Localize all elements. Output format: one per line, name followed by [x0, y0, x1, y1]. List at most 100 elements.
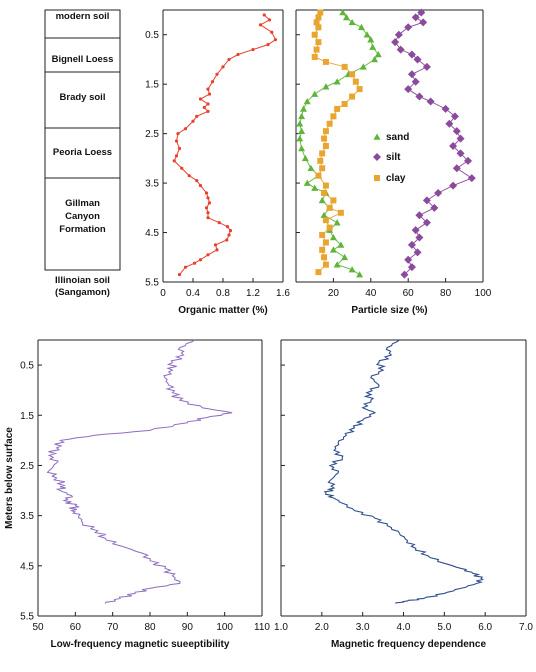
sand-point [322, 83, 330, 90]
sand-point [348, 266, 356, 273]
sand-point [298, 144, 306, 152]
silt-point [413, 248, 422, 257]
silt-point [415, 233, 424, 242]
organic-matter-point [221, 65, 225, 69]
sand-point [359, 63, 367, 70]
organic-matter-point [176, 132, 180, 136]
organic-matter-point [191, 119, 195, 123]
organic-y-tick-label: 3.5 [145, 179, 159, 190]
clay-point [322, 261, 329, 268]
silt-point [407, 240, 416, 249]
clay-point [315, 14, 322, 21]
organic-matter-point [204, 191, 209, 195]
sand-point [296, 120, 304, 127]
frequency-x-tick-label: 1.0 [274, 622, 288, 633]
strat-unit-label: Formation [59, 224, 106, 235]
organic-matter-point [195, 179, 199, 183]
silt-point [415, 92, 424, 101]
silt-point [417, 8, 426, 17]
strat-unit-label: Canyon [65, 211, 100, 222]
sand-point [329, 233, 337, 241]
organic-matter-point [228, 228, 233, 233]
sand-point [371, 55, 379, 63]
organic-matter-point [215, 248, 219, 252]
sand-point [333, 261, 341, 268]
organic-matter-point [262, 13, 266, 17]
organic-y-tick-label: 4.5 [145, 228, 159, 239]
silt-point [396, 45, 405, 54]
sand-point [342, 13, 350, 21]
sand-legend-marker [373, 133, 381, 140]
strat-unit-label: Brady soil [60, 92, 106, 103]
strat-unit-label: (Sangamon) [55, 287, 110, 298]
silt-point [407, 70, 416, 79]
frequency-x-tick-label: 5.0 [437, 622, 451, 633]
sand-point [329, 246, 337, 253]
silt-point [441, 104, 450, 113]
organic-matter-point [206, 109, 210, 113]
organic-matter-point [180, 166, 184, 170]
sand-point [369, 43, 377, 50]
strat-unit-label: Bignell Loess [52, 54, 114, 65]
clay-point [313, 46, 320, 53]
particle-x-tick-label: 100 [475, 288, 492, 299]
silt-point [456, 134, 465, 143]
clay-point [352, 78, 359, 85]
sand-point [357, 23, 365, 31]
clay-point [321, 135, 328, 142]
organic-matter-point [183, 265, 188, 269]
susceptibility-line [46, 339, 233, 604]
organic-matter-point [177, 146, 182, 151]
strat-unit-label: modern soil [56, 11, 110, 22]
silt-point [456, 149, 465, 158]
sand-point [339, 8, 347, 16]
sand-point [356, 271, 364, 278]
silt-legend-marker [373, 153, 381, 161]
organic-matter-point [215, 72, 219, 76]
organic-matter-point [192, 261, 197, 265]
organic-x-axis-label: Organic matter (%) [178, 305, 267, 316]
sand-point [299, 105, 307, 112]
clay-point [337, 209, 344, 216]
silt-point [422, 218, 431, 227]
sand-series-line [299, 12, 379, 275]
clay-point [356, 86, 363, 93]
clay-point [341, 63, 348, 70]
clay-point [334, 105, 341, 112]
organic-matter-point [213, 243, 218, 247]
clay-point [319, 232, 326, 239]
organic-x-tick-label: 0.8 [216, 288, 230, 299]
clay-point [321, 189, 328, 196]
susceptibility-x-axis-label: Low-frequency magnetic sueeptibility [51, 639, 230, 650]
frequency-dependence-line [323, 339, 484, 604]
silt-point [407, 263, 416, 272]
particle-x-tick-label: 80 [440, 288, 452, 299]
sand-point [311, 90, 319, 97]
clay-point [317, 157, 324, 164]
susceptibility-x-tick-label: 60 [70, 622, 82, 633]
clay-point [313, 19, 320, 26]
particle-x-tick-label: 60 [403, 288, 415, 299]
particle-x-tick-label: 40 [365, 288, 377, 299]
frequency-x-axis-label: Magnetic frequency dependence [331, 639, 486, 650]
silt-point [449, 181, 458, 190]
silt-point [411, 226, 420, 235]
frequency-x-tick-label: 3.0 [356, 622, 370, 633]
silt-point [404, 85, 413, 94]
susceptibility-x-tick-label: 80 [144, 622, 156, 633]
clay-point [315, 172, 322, 179]
organic-matter-point [267, 18, 272, 22]
organic-matter-point [174, 154, 179, 158]
organic-matter-point [198, 97, 203, 101]
silt-point [415, 211, 424, 220]
organic-matter-point [236, 52, 240, 57]
susceptibility-y-tick-label: 0.5 [20, 361, 34, 372]
silt-point [404, 23, 413, 32]
frequency-x-tick-label: 4.0 [397, 622, 411, 633]
susceptibility-x-tick-label: 110 [254, 622, 270, 633]
sand-point [311, 184, 319, 191]
clay-point [330, 197, 337, 204]
organic-matter-point [202, 105, 206, 110]
clay-point [319, 150, 326, 157]
